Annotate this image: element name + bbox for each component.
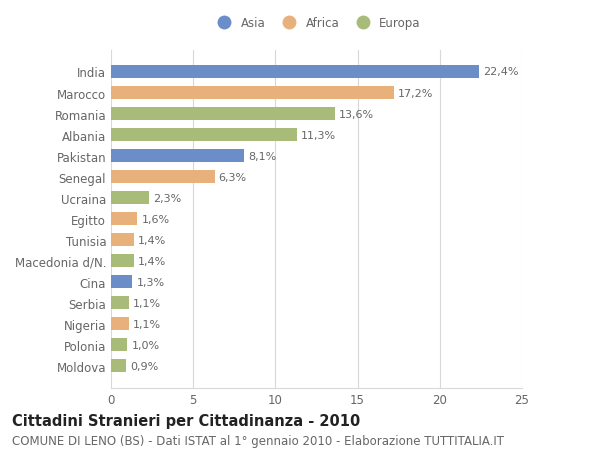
Bar xyxy=(111,108,335,121)
Bar xyxy=(111,87,394,100)
Bar xyxy=(111,171,215,184)
Text: COMUNE DI LENO (BS) - Dati ISTAT al 1° gennaio 2010 - Elaborazione TUTTITALIA.IT: COMUNE DI LENO (BS) - Dati ISTAT al 1° g… xyxy=(12,434,504,447)
Text: 1,6%: 1,6% xyxy=(142,214,170,224)
Text: 1,4%: 1,4% xyxy=(138,235,166,245)
Text: 13,6%: 13,6% xyxy=(338,109,374,119)
Bar xyxy=(111,297,129,309)
Text: 22,4%: 22,4% xyxy=(484,67,519,77)
Text: 0,9%: 0,9% xyxy=(130,361,158,371)
Text: 17,2%: 17,2% xyxy=(398,88,433,98)
Text: 1,1%: 1,1% xyxy=(133,319,161,329)
Text: 2,3%: 2,3% xyxy=(153,193,181,203)
Bar xyxy=(111,318,129,330)
Bar xyxy=(111,192,149,205)
Legend: Asia, Africa, Europa: Asia, Africa, Europa xyxy=(208,12,425,35)
Bar xyxy=(111,255,134,268)
Text: 1,3%: 1,3% xyxy=(136,277,164,287)
Text: 11,3%: 11,3% xyxy=(301,130,336,140)
Text: 1,1%: 1,1% xyxy=(133,298,161,308)
Bar xyxy=(111,275,133,289)
Bar xyxy=(111,213,137,226)
Bar xyxy=(111,234,134,246)
Bar xyxy=(111,150,244,163)
Text: 6,3%: 6,3% xyxy=(218,172,247,182)
Text: 1,4%: 1,4% xyxy=(138,256,166,266)
Text: Cittadini Stranieri per Cittadinanza - 2010: Cittadini Stranieri per Cittadinanza - 2… xyxy=(12,413,360,428)
Bar xyxy=(111,359,126,373)
Text: 1,0%: 1,0% xyxy=(131,340,160,350)
Bar xyxy=(111,66,479,79)
Text: 8,1%: 8,1% xyxy=(248,151,277,161)
Bar xyxy=(111,339,127,352)
Bar xyxy=(111,129,297,142)
